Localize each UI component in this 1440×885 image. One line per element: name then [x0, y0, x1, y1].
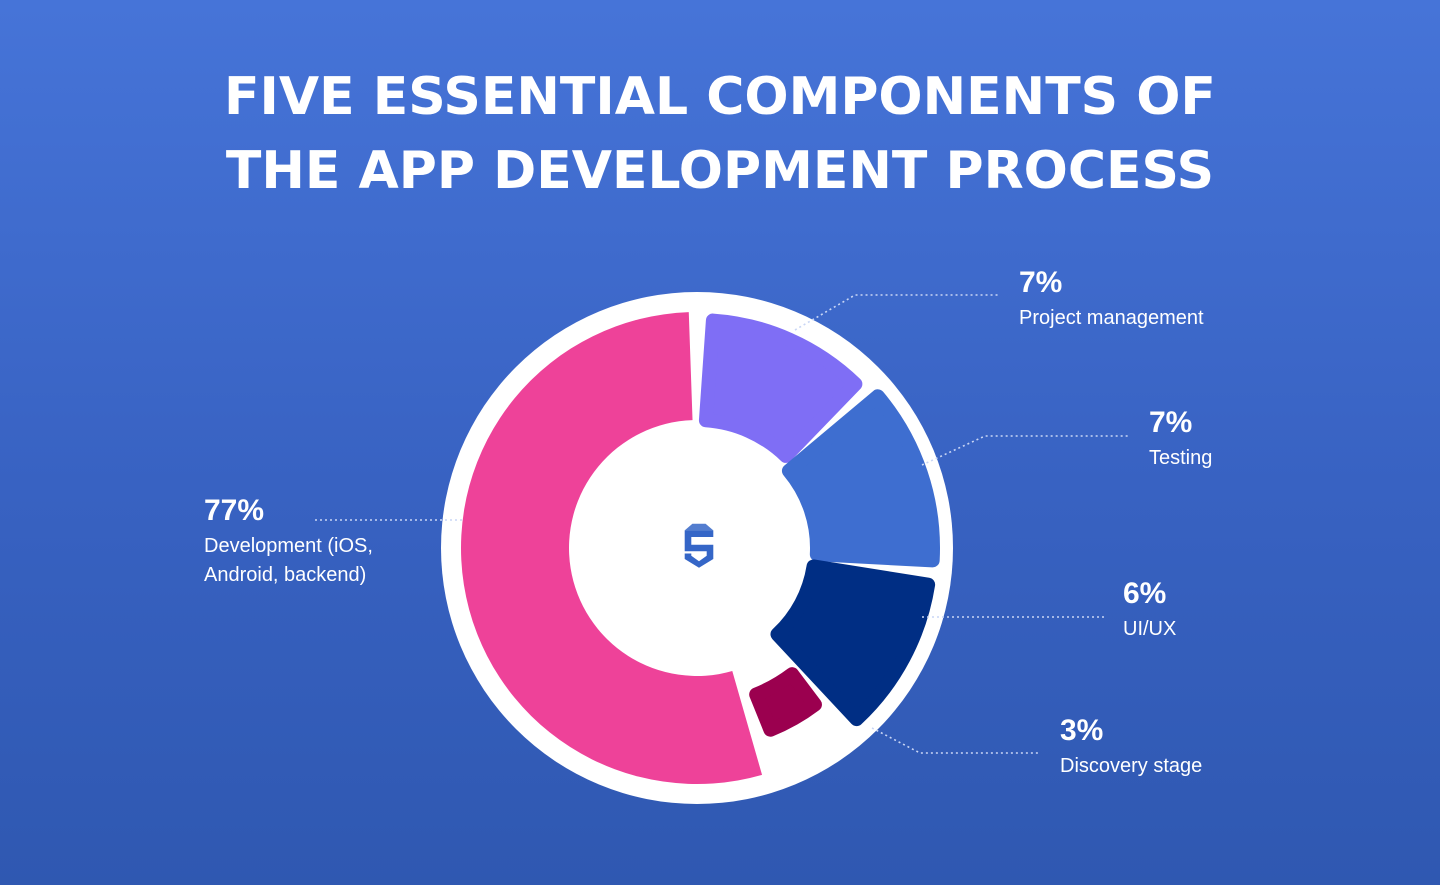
label-ui-ux: 6% UI/UX: [1123, 577, 1343, 644]
slice-discovery: [749, 667, 822, 737]
leader-project-management: [794, 294, 1000, 331]
slice-project-management: [698, 313, 863, 463]
slice-testing: [781, 389, 940, 568]
leader-discovery: [871, 727, 1040, 754]
testing-percent: 7%: [1149, 406, 1193, 439]
page-title: FIVE ESSENTIAL COMPONENTS OF THE APP DEV…: [0, 60, 1440, 208]
label-discovery-stage: 3% Discovery stage: [1060, 714, 1320, 781]
project-management-name: Project management: [1019, 307, 1204, 329]
label-testing: 7% Testing: [1149, 406, 1369, 473]
discovery-name: Discovery stage: [1060, 755, 1203, 777]
label-project-management: 7% Project management: [1019, 266, 1339, 333]
development-name-line-1: Development (iOS,: [204, 535, 373, 557]
shield-s-logo-icon: [684, 523, 714, 568]
development-name: Development (iOS, Android, backend): [204, 532, 424, 590]
discovery-percent: 3%: [1060, 714, 1104, 747]
leader-testing: [921, 435, 1130, 466]
slice-ui-ux: [770, 559, 936, 727]
ui-ux-name: UI/UX: [1123, 618, 1177, 640]
development-percent: 77%: [204, 494, 265, 527]
chart-slices: [461, 312, 940, 785]
ui-ux-percent: 6%: [1123, 577, 1167, 610]
testing-name: Testing: [1149, 447, 1213, 469]
project-management-percent: 7%: [1019, 266, 1063, 299]
label-development: 77% Development (iOS, Android, backend): [204, 494, 424, 590]
chart-leader-lines: [315, 294, 1130, 754]
title-line-2: THE APP DEVELOPMENT PROCESS: [225, 141, 1215, 201]
development-name-line-2: Android, backend): [204, 564, 367, 586]
slice-development: [461, 312, 763, 785]
title-line-1: FIVE ESSENTIAL COMPONENTS OF: [224, 67, 1216, 127]
